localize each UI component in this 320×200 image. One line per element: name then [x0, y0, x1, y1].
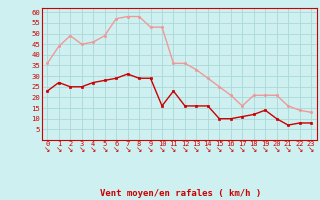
Text: ↘: ↘ — [228, 146, 234, 154]
Text: ↘: ↘ — [251, 146, 257, 154]
Text: ↘: ↘ — [90, 146, 96, 154]
Text: ↘: ↘ — [239, 146, 245, 154]
Text: ↘: ↘ — [159, 146, 165, 154]
Text: ↘: ↘ — [285, 146, 291, 154]
Text: ↘: ↘ — [147, 146, 154, 154]
Text: ↘: ↘ — [113, 146, 119, 154]
Text: ↘: ↘ — [182, 146, 188, 154]
Text: ↘: ↘ — [56, 146, 62, 154]
Text: ↘: ↘ — [124, 146, 131, 154]
Text: ↘: ↘ — [101, 146, 108, 154]
Text: ↘: ↘ — [136, 146, 142, 154]
Text: ↘: ↘ — [308, 146, 314, 154]
Text: ↘: ↘ — [296, 146, 303, 154]
Text: ↘: ↘ — [193, 146, 200, 154]
Text: ↘: ↘ — [274, 146, 280, 154]
Text: ↘: ↘ — [78, 146, 85, 154]
Text: ↘: ↘ — [205, 146, 211, 154]
Text: ↘: ↘ — [262, 146, 268, 154]
Text: ↘: ↘ — [216, 146, 222, 154]
Text: Vent moyen/en rafales ( km/h ): Vent moyen/en rafales ( km/h ) — [100, 189, 261, 198]
Text: ↘: ↘ — [67, 146, 74, 154]
Text: ↘: ↘ — [170, 146, 177, 154]
Text: ↘: ↘ — [44, 146, 51, 154]
